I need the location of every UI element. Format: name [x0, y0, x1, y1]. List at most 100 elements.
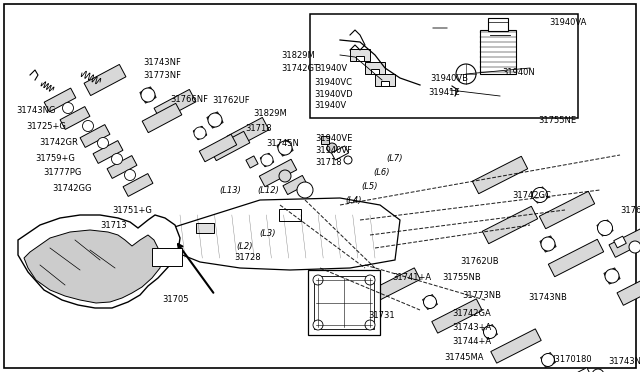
Circle shape — [194, 127, 206, 139]
Bar — [140, 87, 156, 103]
Bar — [483, 206, 538, 244]
Bar — [259, 159, 297, 187]
Text: 31941E: 31941E — [428, 87, 460, 96]
Bar — [80, 125, 110, 147]
Bar — [152, 248, 182, 266]
Text: 31743+A: 31743+A — [452, 324, 492, 333]
Circle shape — [605, 269, 619, 283]
Circle shape — [278, 141, 292, 155]
Bar — [246, 156, 258, 168]
Text: 31751+G: 31751+G — [112, 205, 152, 215]
Bar — [422, 295, 437, 310]
Text: (L13): (L13) — [219, 186, 241, 195]
Bar — [277, 140, 293, 156]
Text: 31766ND: 31766ND — [620, 205, 640, 215]
Bar — [548, 239, 604, 277]
Bar — [356, 55, 364, 61]
Bar — [375, 74, 395, 86]
Text: 31829M: 31829M — [281, 51, 315, 60]
Bar — [279, 209, 301, 221]
Polygon shape — [18, 215, 180, 308]
Bar — [365, 62, 385, 74]
Bar — [196, 223, 214, 233]
Text: 31940VA: 31940VA — [549, 17, 586, 26]
Bar — [541, 353, 556, 368]
Bar — [480, 30, 516, 74]
Bar — [154, 89, 196, 121]
Bar — [283, 176, 307, 195]
Bar — [310, 14, 578, 118]
Bar — [532, 187, 548, 203]
Bar — [381, 80, 389, 86]
Bar — [227, 118, 269, 148]
Bar — [107, 155, 137, 179]
Text: 31743NB: 31743NB — [528, 294, 567, 302]
Circle shape — [532, 187, 547, 202]
Text: 31745N: 31745N — [266, 138, 299, 148]
Text: 31829M: 31829M — [253, 109, 287, 118]
Text: 31741+A: 31741+A — [392, 273, 431, 282]
Circle shape — [541, 237, 555, 251]
Text: (L2): (L2) — [237, 241, 253, 250]
Bar — [614, 236, 627, 248]
Circle shape — [456, 64, 476, 84]
Bar — [321, 136, 329, 144]
Text: 31718: 31718 — [315, 157, 342, 167]
Circle shape — [125, 170, 136, 180]
Circle shape — [279, 170, 291, 182]
Circle shape — [327, 143, 337, 153]
Circle shape — [424, 295, 436, 308]
Bar — [260, 153, 274, 167]
Text: 31745MA: 31745MA — [444, 353, 483, 362]
Circle shape — [141, 88, 155, 102]
Text: (L5): (L5) — [362, 182, 378, 190]
Text: 31762UB: 31762UB — [460, 257, 499, 266]
Text: 31718: 31718 — [245, 124, 271, 132]
Text: (L4): (L4) — [346, 196, 362, 205]
Bar — [488, 18, 508, 31]
Circle shape — [63, 103, 74, 113]
Bar — [84, 64, 126, 96]
Text: 31940VF: 31940VF — [315, 145, 352, 154]
Bar — [371, 68, 379, 74]
Text: 31755NE: 31755NE — [538, 115, 576, 125]
Bar — [350, 49, 370, 61]
Circle shape — [592, 369, 604, 372]
Text: 31743NF: 31743NF — [143, 58, 181, 67]
Text: 31742GA: 31742GA — [452, 310, 491, 318]
Text: 31773NB: 31773NB — [462, 292, 501, 301]
Text: 31731: 31731 — [368, 311, 395, 321]
Bar — [604, 268, 620, 284]
Bar — [578, 368, 590, 372]
Text: (L6): (L6) — [374, 167, 390, 176]
Bar — [432, 299, 482, 333]
Text: 31940VB: 31940VB — [430, 74, 468, 83]
Text: 31940V: 31940V — [314, 100, 346, 109]
Text: 31742GC: 31742GC — [512, 190, 551, 199]
Text: 31755NB: 31755NB — [442, 273, 481, 282]
Text: 31725+G: 31725+G — [26, 122, 66, 131]
Text: 31705: 31705 — [162, 295, 189, 305]
Circle shape — [365, 320, 375, 330]
Bar — [617, 275, 640, 305]
Text: 31742GT: 31742GT — [281, 64, 319, 73]
Circle shape — [111, 154, 122, 164]
Text: 31742GR: 31742GR — [39, 138, 78, 147]
Bar — [370, 268, 420, 302]
Bar — [60, 106, 90, 129]
Text: (L3): (L3) — [260, 228, 276, 237]
Text: 31713: 31713 — [100, 221, 127, 230]
Polygon shape — [165, 198, 400, 270]
Bar — [210, 131, 250, 161]
Circle shape — [97, 138, 109, 148]
Bar — [207, 112, 223, 128]
Bar — [44, 88, 76, 112]
Bar — [93, 141, 123, 163]
Circle shape — [483, 326, 497, 339]
Text: J3170180: J3170180 — [552, 356, 591, 365]
Bar — [491, 329, 541, 363]
Text: 31728: 31728 — [234, 253, 260, 263]
Text: 31743NG: 31743NG — [16, 106, 56, 115]
Bar — [540, 236, 556, 252]
Bar — [540, 191, 595, 229]
